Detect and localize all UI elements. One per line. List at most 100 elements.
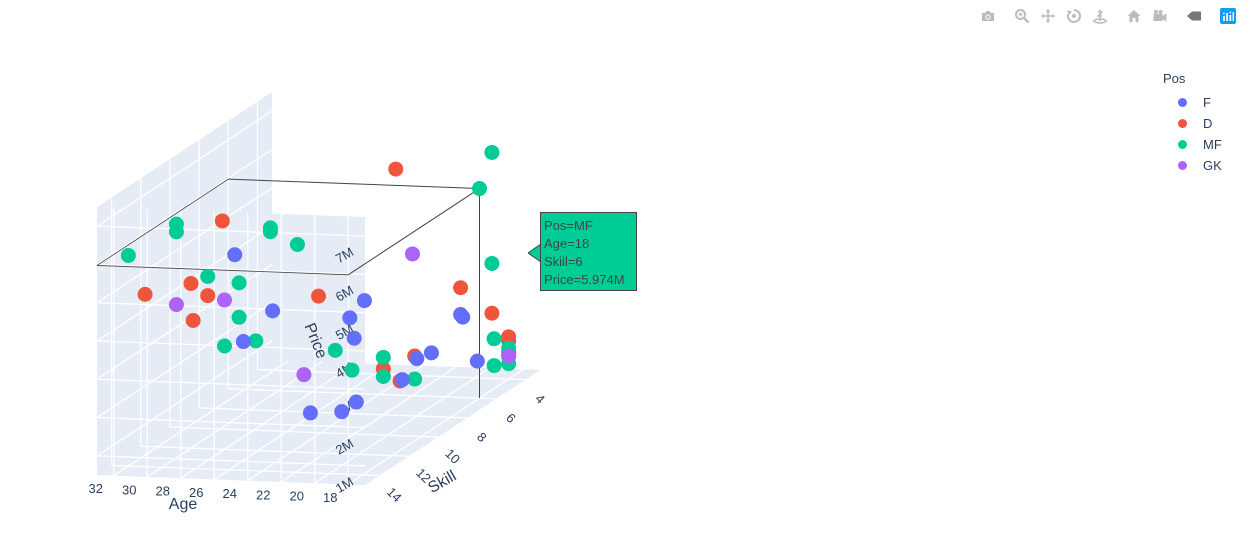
data-point-d[interactable] [453, 280, 469, 296]
price-gridline [96, 455, 366, 467]
legend: Pos F D MF GK [1163, 71, 1222, 176]
legend-item-gk[interactable]: GK [1163, 155, 1222, 176]
data-point-gk[interactable] [501, 348, 517, 364]
age-tick-label: 32 [89, 481, 103, 496]
data-point-mf[interactable] [120, 247, 136, 263]
age-tick-label: 26 [189, 485, 203, 500]
data-point-f[interactable] [423, 345, 439, 361]
data-point-d[interactable] [388, 161, 404, 177]
data-point-gk[interactable] [217, 292, 232, 308]
legend-item-f[interactable]: F [1163, 92, 1222, 113]
data-point-gk[interactable] [296, 367, 312, 383]
age-tick-label: 24 [223, 486, 237, 501]
data-point-mf[interactable] [327, 342, 343, 358]
zoom-button[interactable] [1009, 6, 1035, 26]
plotly-logo-icon [1220, 8, 1236, 24]
data-point-mf[interactable] [231, 309, 247, 325]
scene-3d[interactable]: 46810121418202224262830321M2M3M4M5M6M7MS… [89, 92, 549, 513]
data-point-mf[interactable] [344, 362, 360, 378]
orbit-rotation-button[interactable] [1061, 6, 1087, 26]
data-point-d[interactable] [137, 286, 153, 302]
age-gridline [213, 363, 390, 480]
data-point-mf[interactable] [200, 268, 216, 284]
data-point-mf[interactable] [472, 181, 487, 197]
spike-line-back [96, 178, 229, 266]
reset-camera-last-save-button[interactable] [1147, 6, 1173, 26]
data-point-mf[interactable] [375, 349, 391, 365]
orbit-icon [1066, 9, 1081, 23]
skill-gridline [228, 388, 497, 400]
age-gridline [314, 367, 491, 484]
data-point-f[interactable] [348, 394, 364, 410]
download-plot-button[interactable] [975, 6, 1001, 26]
data-point-d[interactable] [200, 288, 216, 304]
skill-tick-label: 10 [442, 446, 463, 467]
skill-tick-label: 6 [503, 410, 519, 426]
data-point-gk[interactable] [168, 297, 184, 313]
legend-item-d[interactable]: D [1163, 113, 1222, 134]
data-point-f[interactable] [469, 353, 485, 369]
data-point-mf[interactable] [289, 236, 305, 252]
data-point-f[interactable] [356, 293, 372, 309]
legend-label: F [1203, 95, 1211, 110]
data-point-mf[interactable] [484, 255, 500, 271]
reset-camera-default-button[interactable] [1121, 6, 1147, 26]
data-point-d[interactable] [484, 305, 500, 321]
data-point-f[interactable] [346, 330, 362, 346]
price-gridline [96, 187, 273, 304]
data-point-mf[interactable] [248, 333, 264, 349]
hover-price: Price=5.974M [544, 272, 625, 287]
toggle-spike-lines-button[interactable] [1181, 6, 1207, 26]
data-point-f[interactable] [302, 405, 318, 421]
turntable-icon [1093, 10, 1107, 24]
data-point-d[interactable] [214, 213, 230, 229]
price-gridline [96, 225, 366, 237]
skill-gridline [111, 464, 380, 477]
data-point-d[interactable] [183, 275, 199, 291]
age-gridline [146, 361, 323, 478]
price-gridline [96, 110, 273, 227]
data-point-mf[interactable] [231, 275, 247, 291]
data-point-f[interactable] [342, 310, 358, 326]
age-tick-label: 28 [156, 484, 170, 499]
price-gridline [96, 302, 366, 314]
legend-label: D [1203, 116, 1213, 131]
skill-tick-label: 4 [532, 391, 548, 407]
age-gridline [113, 360, 290, 477]
pan-button[interactable] [1035, 6, 1061, 26]
data-point-mf[interactable] [486, 358, 502, 374]
data-point-mf[interactable] [217, 338, 232, 354]
data-point-mf[interactable] [484, 144, 500, 160]
turntable-rotation-button[interactable] [1087, 6, 1113, 26]
data-point-d[interactable] [311, 288, 326, 304]
data-point-gk[interactable] [405, 246, 420, 262]
camera-icon [982, 11, 994, 21]
data-point-mf[interactable] [375, 369, 391, 385]
age-gridline [180, 362, 357, 479]
data-point-f[interactable] [409, 351, 425, 367]
legend-label: GK [1203, 158, 1222, 173]
data-point-d[interactable] [185, 313, 201, 329]
legend-item-mf[interactable]: MF [1163, 134, 1222, 155]
hover-age: Age=18 [544, 236, 590, 251]
data-point-mf[interactable] [486, 331, 502, 347]
data-point-d[interactable] [501, 329, 517, 345]
skill-tick-label: 14 [384, 484, 405, 505]
data-point-mf[interactable] [407, 371, 423, 387]
data-point-f[interactable] [235, 334, 251, 350]
data-point-f[interactable] [455, 309, 471, 325]
pan-icon [1041, 9, 1055, 23]
data-point-f[interactable] [265, 303, 281, 319]
legend-marker [1178, 119, 1187, 128]
data-point-f[interactable] [227, 247, 243, 263]
legend-marker [1178, 98, 1187, 107]
spike-line-skill [347, 188, 480, 276]
data-point-f[interactable] [334, 404, 350, 420]
data-point-f[interactable] [394, 372, 410, 388]
data-point-mf[interactable] [168, 224, 184, 240]
plotly-logo-button[interactable] [1215, 6, 1241, 26]
data-point-mf[interactable] [262, 224, 278, 240]
spike-line-back [96, 265, 349, 276]
spike-line-age [228, 178, 480, 190]
